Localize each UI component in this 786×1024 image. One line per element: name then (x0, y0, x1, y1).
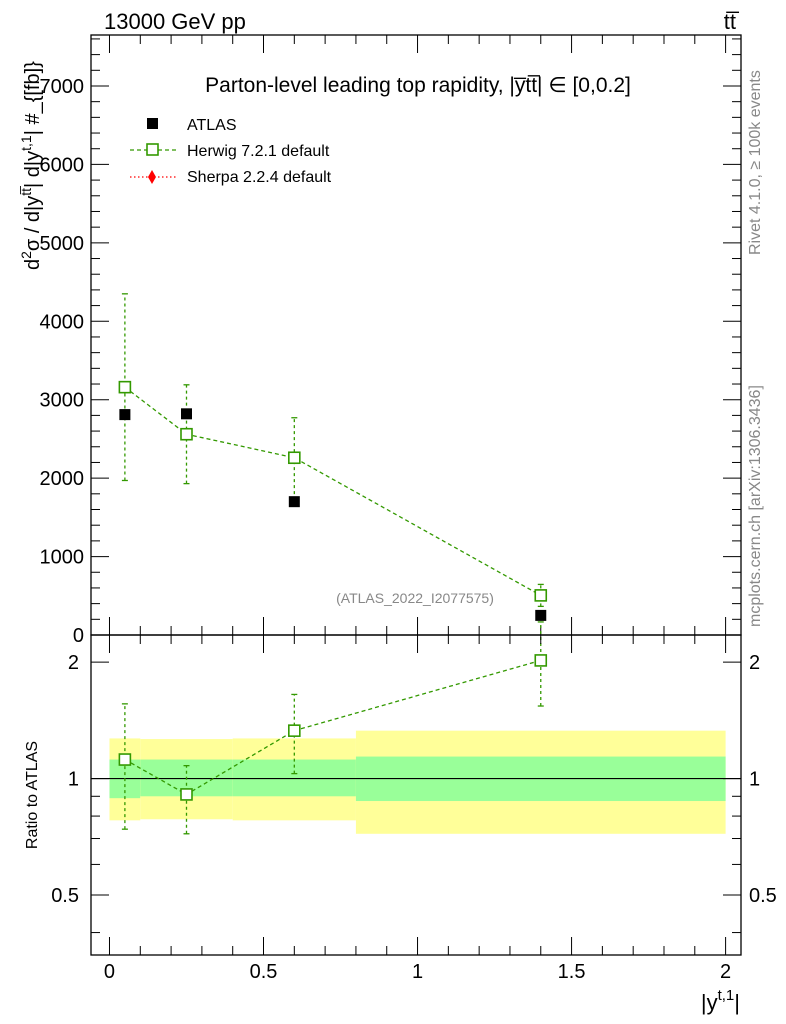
main-marks (118, 293, 548, 621)
ratio-bands (91, 730, 741, 834)
ylabel-sup1: 2 (18, 251, 34, 259)
legend-atlas-label: ATLAS (187, 117, 237, 134)
atlas-point (535, 609, 547, 621)
main-y-tick-label: 7000 (40, 76, 85, 98)
x-tick-label: 1.5 (558, 961, 586, 983)
herwig-point (180, 427, 193, 441)
ratio-y-label: Ratio to ATLAS (24, 741, 41, 849)
herwig-ratio-point (534, 654, 548, 667)
herwig-ratio-point (118, 753, 132, 766)
legend-herwig-label: Herwig 7.2.1 default (187, 143, 330, 160)
legend-sherpa-marker (148, 170, 156, 184)
watermark: (ATLAS_2022_I2077575) (336, 590, 494, 606)
x-tick-label: 1 (412, 961, 423, 983)
legend: ATLAS Herwig 7.2.1 default Sherpa 2.2.4 … (130, 117, 332, 186)
atlas-point (288, 496, 300, 508)
ylabel-sup2: tt̅ (18, 185, 34, 196)
atlas-point (119, 409, 131, 421)
herwig-ratio-point (288, 724, 301, 737)
herwig-point (534, 589, 548, 602)
main-panel: 0 1000 2000 3000 4000 5000 6000 7000 Parton-lev… (18, 34, 742, 647)
herwig-ratio-line (124, 659, 541, 796)
legend-herwig-marker (146, 143, 159, 156)
x-axis-label: |yt,1| (701, 987, 740, 1015)
main-y-tick-label: 1000 (40, 547, 85, 569)
xlabel-pre: |y (701, 990, 718, 1015)
ylabel-sup3: t,1 (18, 135, 34, 151)
ratio-y-tick-label-right: 2 (749, 652, 760, 674)
main-title: Parton-level leading top rapidity, |y̅tt… (205, 74, 631, 97)
main-y-tick-label: 2000 (40, 468, 85, 490)
ylabel-mid: σ / d|y (22, 196, 44, 251)
ylabel-pre: d (22, 259, 44, 270)
legend-atlas-marker (147, 118, 158, 129)
ratio-y-tick-label: 0.5 (51, 885, 79, 907)
atlas-point (180, 408, 192, 420)
legend-sherpa-label: Sherpa 2.2.4 default (187, 169, 332, 186)
ratio-ticks: 0.5 0.5 1 1 2 2 0 0.5 1 1.5 2 (51, 635, 777, 983)
herwig-point (288, 451, 301, 465)
ylabel-post: | #_{[fb]} (22, 61, 44, 135)
mcplots-label: mcplots.cern.ch [arXiv:1306.3436] (747, 385, 764, 627)
main-y-label: d2σ / d|ytt̅| d|yt,1| #_{[fb]} (18, 61, 44, 270)
main-y-tick-label: 4000 (40, 311, 85, 333)
x-tick-label: 0.5 (250, 961, 278, 983)
main-y-tick-label: 0 (73, 625, 84, 647)
rivet-label: Rivet 4.1.0, ≥ 100k events (747, 70, 764, 255)
ratio-panel: 0.5 0.5 1 1 2 2 0 0.5 1 1.5 2 Ratio to ATLAS |yt,1… (24, 621, 777, 1015)
herwig-series-line (124, 386, 542, 596)
energy-label: 13000 GeV pp (104, 9, 246, 34)
ratio-y-tick-label: 1 (68, 769, 79, 791)
ylabel-mid2: | d|y (22, 151, 44, 188)
herwig-ratio-point (180, 788, 193, 801)
ratio-frame (90, 634, 742, 956)
main-y-tick-label: 6000 (40, 154, 85, 176)
main-y-tick-label: 3000 (40, 390, 85, 412)
ratio-y-tick-label: 2 (68, 652, 79, 674)
ratio-marks (118, 621, 548, 835)
herwig-point (118, 380, 132, 394)
ratio-y-tick-label-right: 0.5 (749, 885, 777, 907)
process-label: tt̅ (724, 9, 740, 34)
x-tick-label: 2 (720, 961, 731, 983)
xlabel-sup: t,1 (718, 987, 735, 1004)
xlabel-post: | (734, 990, 740, 1015)
x-tick-label: 0 (104, 961, 115, 983)
ratio-y-tick-label-right: 1 (749, 769, 760, 791)
main-ticks: 0 1000 2000 3000 4000 5000 6000 7000 (40, 35, 741, 647)
main-y-tick-label: 5000 (40, 233, 85, 255)
